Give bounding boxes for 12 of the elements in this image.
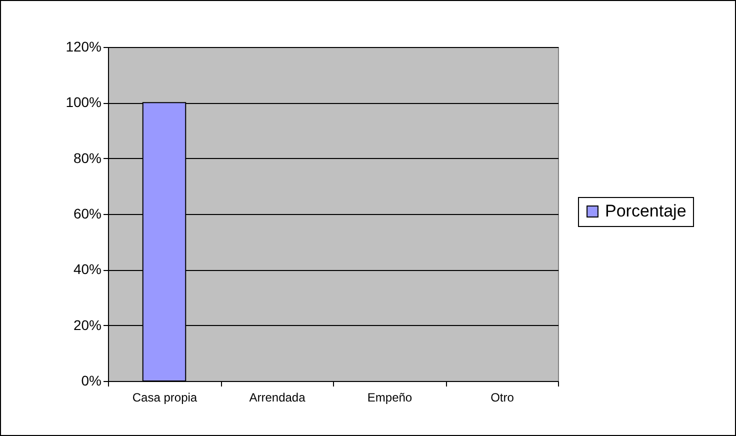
- x-tick-label: Arrendada: [249, 390, 306, 404]
- y-tick-label: 100%: [66, 94, 102, 110]
- x-tick-label: Empeño: [367, 390, 412, 404]
- y-tick-label: 120%: [66, 38, 102, 54]
- y-tick-label: 40%: [73, 261, 102, 278]
- legend-label: Porcentaje: [605, 202, 686, 220]
- x-tick-label: Casa propia: [132, 390, 198, 404]
- x-tick-label: Otro: [490, 390, 514, 404]
- y-tick-label: 80%: [73, 150, 102, 166]
- y-tick-label: 0%: [81, 372, 102, 388]
- y-tick-label: 60%: [73, 206, 102, 222]
- y-tick-label: 20%: [73, 316, 102, 333]
